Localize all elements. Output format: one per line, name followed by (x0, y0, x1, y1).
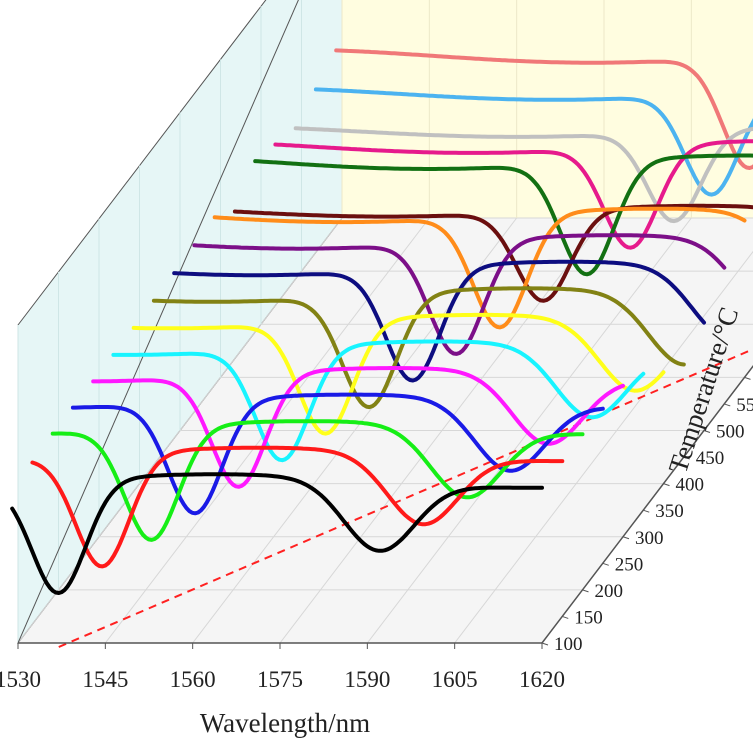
z-tick-label: 400 (676, 475, 705, 496)
z-tick-label: 100 (554, 634, 583, 655)
z-tick-mark (582, 589, 589, 593)
series-650 (232, 203, 753, 303)
z-tick-mark (541, 642, 549, 646)
z-tick-mark (602, 562, 609, 566)
series-400 (131, 312, 666, 436)
x-tick-label: 1560 (170, 667, 216, 692)
series-500 (172, 259, 706, 383)
x-tick-label: 1590 (344, 667, 390, 692)
series-300 (91, 366, 625, 489)
z-tick-mark (703, 430, 711, 433)
z-tick-mark (744, 376, 751, 380)
x-tick-label: 1620 (519, 667, 565, 692)
z-tick-label: 350 (655, 501, 684, 522)
series-600 (212, 206, 747, 330)
z-tick-label: 200 (595, 581, 624, 602)
z-tick-mark (622, 536, 630, 540)
series-750 (273, 139, 753, 250)
z-tick-label: 150 (574, 607, 603, 628)
z-tick-label: 300 (635, 528, 664, 549)
z-tick-mark (724, 403, 731, 407)
series-350 (111, 339, 646, 463)
z-tick-label: 450 (696, 448, 725, 469)
trend-dashed-line (58, 348, 753, 648)
series-550 (192, 233, 727, 356)
series-200 (50, 419, 585, 542)
series-700 (253, 153, 753, 277)
series-850 (313, 87, 753, 197)
z-tick-label: 500 (716, 422, 745, 443)
x-tick-label: 1575 (257, 667, 303, 692)
series-150 (30, 445, 565, 569)
chart-axes: 1530 1545 1560 1575 1590 1605 1620 100 150 200 250… (0, 364, 753, 692)
z-tick-mark (643, 509, 650, 513)
z-tick-label: 550 (736, 395, 753, 416)
series-250 (70, 392, 605, 516)
trend-line (58, 348, 753, 648)
series-450 (151, 286, 686, 410)
series-900 (334, 48, 753, 170)
chart-series (10, 48, 753, 595)
x-axis-title: Wavelength/nm (200, 708, 370, 738)
x-tick-label: 1545 (82, 667, 128, 692)
z-tick-mark (683, 456, 690, 460)
series-100 (10, 472, 544, 595)
x-tick-label: 1605 (432, 667, 478, 692)
z-tick-label: 250 (615, 554, 644, 575)
z-tick-mark (663, 483, 670, 487)
z-tick-mark (562, 615, 569, 619)
series-800 (293, 126, 753, 224)
x-tick-label: 1530 (0, 667, 41, 692)
